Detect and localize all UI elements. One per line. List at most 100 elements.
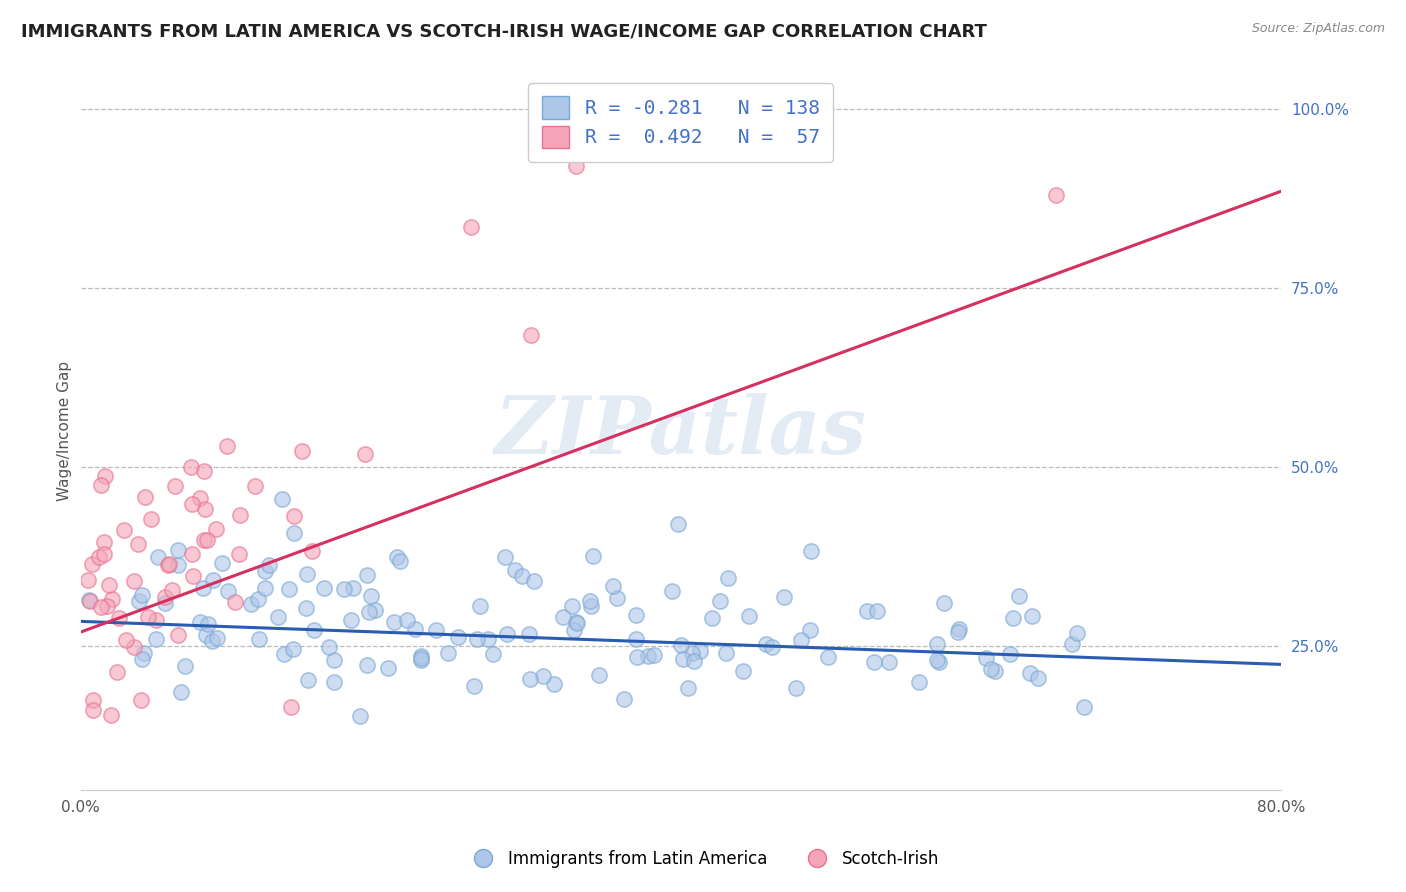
Point — [925, 653, 948, 667]
Point — [773, 590, 796, 604]
Point — [295, 600, 318, 615]
Point — [1026, 671, 1049, 685]
Point — [297, 566, 319, 581]
Point — [105, 665, 128, 680]
Point — [672, 651, 695, 665]
Point — [800, 543, 823, 558]
Point — [409, 651, 432, 665]
Point — [82, 558, 104, 572]
Point — [411, 653, 433, 667]
Point — [626, 650, 648, 665]
Point — [863, 655, 886, 669]
Point — [333, 582, 356, 596]
Point — [681, 646, 703, 660]
Point — [195, 533, 218, 547]
Point — [314, 581, 336, 595]
Point — [194, 502, 217, 516]
Point — [360, 589, 382, 603]
Point — [666, 516, 689, 531]
Point — [790, 633, 813, 648]
Point — [280, 700, 302, 714]
Point — [166, 558, 188, 572]
Point — [257, 558, 280, 572]
Point — [181, 569, 204, 583]
Point — [148, 550, 170, 565]
Point — [624, 632, 647, 647]
Point — [359, 605, 381, 619]
Point — [180, 547, 202, 561]
Point — [101, 592, 124, 607]
Point — [297, 673, 319, 688]
Point — [678, 681, 700, 695]
Point — [1001, 611, 1024, 625]
Point — [79, 594, 101, 608]
Point — [356, 567, 378, 582]
Point — [533, 669, 555, 683]
Point — [482, 648, 505, 662]
Point — [96, 599, 118, 614]
Point — [94, 468, 117, 483]
Point — [342, 581, 364, 595]
Point — [100, 707, 122, 722]
Point — [188, 491, 211, 505]
Point — [122, 640, 145, 655]
Point — [201, 634, 224, 648]
Point — [134, 491, 156, 505]
Point — [661, 583, 683, 598]
Point — [239, 597, 262, 611]
Point — [974, 650, 997, 665]
Point — [579, 599, 602, 614]
Point — [349, 708, 371, 723]
Point — [193, 464, 215, 478]
Point — [163, 479, 186, 493]
Point — [201, 573, 224, 587]
Point — [602, 579, 624, 593]
Point — [866, 604, 889, 618]
Point — [131, 588, 153, 602]
Point — [273, 648, 295, 662]
Point — [301, 544, 323, 558]
Point — [948, 623, 970, 637]
Point — [302, 624, 325, 638]
Point — [761, 640, 783, 655]
Point — [984, 665, 1007, 679]
Point — [404, 622, 426, 636]
Point — [77, 593, 100, 607]
Point — [606, 591, 628, 606]
Point — [340, 614, 363, 628]
Point — [254, 564, 277, 578]
Point — [128, 594, 150, 608]
Point — [224, 595, 246, 609]
Point — [494, 549, 516, 564]
Point — [127, 537, 149, 551]
Legend: R = -0.281   N = 138, R =  0.492   N =  57: R = -0.281 N = 138, R = 0.492 N = 57 — [529, 83, 834, 161]
Point — [356, 657, 378, 672]
Point — [215, 439, 238, 453]
Point — [519, 673, 541, 687]
Legend: Immigrants from Latin America, Scotch-Irish: Immigrants from Latin America, Scotch-Ir… — [460, 844, 946, 875]
Point — [77, 573, 100, 587]
Point — [465, 632, 488, 646]
Point — [496, 627, 519, 641]
Point — [278, 582, 301, 596]
Point — [155, 596, 177, 610]
Point — [157, 557, 180, 571]
Point — [217, 583, 239, 598]
Text: ZIPatlas: ZIPatlas — [495, 392, 868, 470]
Point — [463, 679, 485, 693]
Point — [156, 558, 179, 573]
Point — [551, 610, 574, 624]
Point — [543, 677, 565, 691]
Point — [129, 693, 152, 707]
Point — [817, 650, 839, 665]
Point — [205, 631, 228, 645]
Point — [396, 613, 419, 627]
Point — [567, 616, 589, 631]
Point — [460, 220, 482, 235]
Point — [877, 655, 900, 669]
Point — [689, 644, 711, 658]
Point — [1018, 665, 1040, 680]
Point — [283, 526, 305, 541]
Point — [169, 685, 191, 699]
Point — [205, 522, 228, 536]
